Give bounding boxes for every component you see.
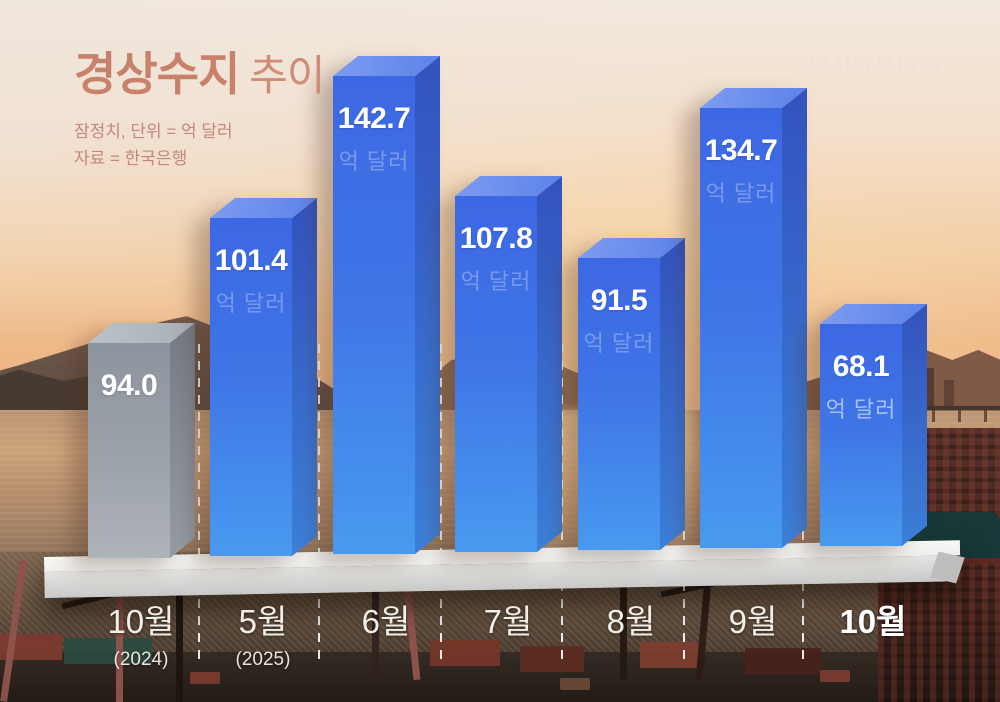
dashed-separator-line bbox=[561, 344, 563, 662]
bar-unit-label: 억 달러 bbox=[338, 149, 410, 174]
title-sub: 추이 bbox=[249, 52, 325, 99]
crane-silhouette bbox=[620, 572, 627, 680]
bar-label-group: 107.8 억 달러 bbox=[455, 222, 537, 296]
bar-side-face bbox=[660, 238, 685, 550]
axis-month-text: 10월 bbox=[107, 603, 175, 640]
axis-month-text: 8월 bbox=[606, 603, 656, 640]
container-dark bbox=[745, 648, 821, 674]
axis-month-text: 9월 bbox=[728, 603, 778, 640]
crane-silhouette bbox=[372, 560, 379, 680]
bar-value-label: 91.5 bbox=[590, 284, 648, 317]
bar-unit-label: 억 달러 bbox=[705, 181, 777, 206]
bar-2-5월: 101.4 억 달러 bbox=[210, 198, 317, 556]
axis-label-9월: 9월 bbox=[683, 595, 823, 643]
bar-top-face bbox=[820, 304, 927, 324]
bar-side-face bbox=[415, 56, 440, 554]
axis-year-text: (2025) bbox=[235, 649, 291, 670]
axis-label-6월: 6월 bbox=[316, 595, 456, 643]
bar-label-group: 142.7 억 달러 bbox=[333, 102, 415, 176]
bar-front-face bbox=[88, 343, 170, 558]
axis-month-text: 10월 bbox=[839, 603, 907, 640]
axis-year-text: (2024) bbox=[113, 649, 169, 670]
dashed-separator-line bbox=[440, 344, 442, 662]
container-red bbox=[520, 646, 584, 672]
axis-label-10월-(2024): 10월 (2024) bbox=[71, 595, 211, 671]
bar-side-face bbox=[292, 198, 317, 556]
bar-top-face bbox=[333, 56, 440, 76]
bar-side-face bbox=[782, 88, 807, 548]
dashed-separator-line bbox=[198, 344, 200, 662]
bar-front-face bbox=[820, 324, 902, 546]
bar-label-group: 94.0 bbox=[88, 369, 170, 403]
bar-value-label: 68.1 bbox=[832, 350, 890, 383]
bar-unit-label: 억 달러 bbox=[215, 291, 287, 316]
bar-side-face bbox=[170, 323, 195, 558]
bar-7-10월: 68.1 억 달러 bbox=[820, 304, 927, 546]
note-source: 자료 = 한국은행 bbox=[74, 149, 188, 169]
bar-label-group: 91.5 억 달러 bbox=[578, 284, 660, 358]
bar-top-face bbox=[700, 88, 807, 108]
bar-label-group: 101.4 억 달러 bbox=[210, 244, 292, 318]
bar-unit-label: 억 달러 bbox=[825, 397, 897, 422]
axis-label-7월: 7월 bbox=[438, 595, 578, 643]
bar-front-face bbox=[700, 108, 782, 548]
asiatoday-logo: 아시아투데이 bbox=[808, 53, 942, 78]
title-main: 경상수지 bbox=[74, 48, 240, 100]
axis-label-5월-(2025): 5월 (2025) bbox=[193, 595, 333, 671]
chart-header: 경상수지 추이 잠정치, 단위 = 억 달러 자료 = 한국은행 bbox=[74, 38, 326, 172]
bar-front-face bbox=[455, 196, 537, 552]
note-unit: 잠정치, 단위 = 억 달러 bbox=[74, 122, 233, 141]
port-vehicle bbox=[560, 678, 590, 690]
bar-top-face bbox=[210, 198, 317, 218]
container-red bbox=[640, 642, 698, 668]
bar-unit-label: 억 달러 bbox=[583, 331, 655, 356]
bar-front-face bbox=[578, 258, 660, 550]
bar-side-face bbox=[537, 176, 562, 552]
page-title: 경상수지 추이 bbox=[74, 38, 326, 104]
port-vehicle bbox=[820, 670, 850, 682]
bar-top-face bbox=[578, 238, 685, 258]
dashed-separator-line bbox=[318, 344, 320, 662]
bar-top-face bbox=[88, 323, 195, 343]
crane-silhouette bbox=[176, 572, 183, 702]
bar-value-label: 107.8 bbox=[459, 222, 533, 255]
bar-value-label: 94.0 bbox=[100, 369, 158, 402]
crane-silhouette bbox=[116, 566, 123, 702]
bar-front-face bbox=[210, 218, 292, 556]
bar-value-label: 101.4 bbox=[214, 244, 288, 277]
bar-4-7월: 107.8 억 달러 bbox=[455, 176, 562, 552]
bar-top-face bbox=[455, 176, 562, 196]
bar-3-6월: 142.7 억 달러 bbox=[333, 56, 440, 554]
bar-value-label: 142.7 bbox=[337, 102, 411, 135]
axis-label-8월: 8월 bbox=[561, 595, 701, 643]
building-silhouette bbox=[944, 380, 954, 416]
container-teal bbox=[64, 638, 152, 664]
bar-side-face bbox=[902, 304, 927, 546]
bar-unit-label: 억 달러 bbox=[460, 269, 532, 294]
port-vehicle bbox=[190, 672, 220, 684]
bar-label-group: 68.1 억 달러 bbox=[820, 350, 902, 424]
bar-label-group: 134.7 억 달러 bbox=[700, 134, 782, 208]
bar-front-face bbox=[333, 76, 415, 554]
axis-month-text: 5월 bbox=[238, 603, 288, 640]
chart-notes: 잠정치, 단위 = 억 달러 자료 = 한국은행 bbox=[74, 118, 325, 172]
bar-1-10월: 94.0 bbox=[88, 323, 195, 558]
axis-month-text: 6월 bbox=[361, 603, 411, 640]
bar-5-8월: 91.5 억 달러 bbox=[578, 238, 685, 550]
bar-6-9월: 134.7 억 달러 bbox=[700, 88, 807, 548]
bar-value-label: 134.7 bbox=[704, 134, 778, 167]
axis-label-10월: 10월 bbox=[803, 595, 943, 643]
axis-month-text: 7월 bbox=[483, 603, 533, 640]
